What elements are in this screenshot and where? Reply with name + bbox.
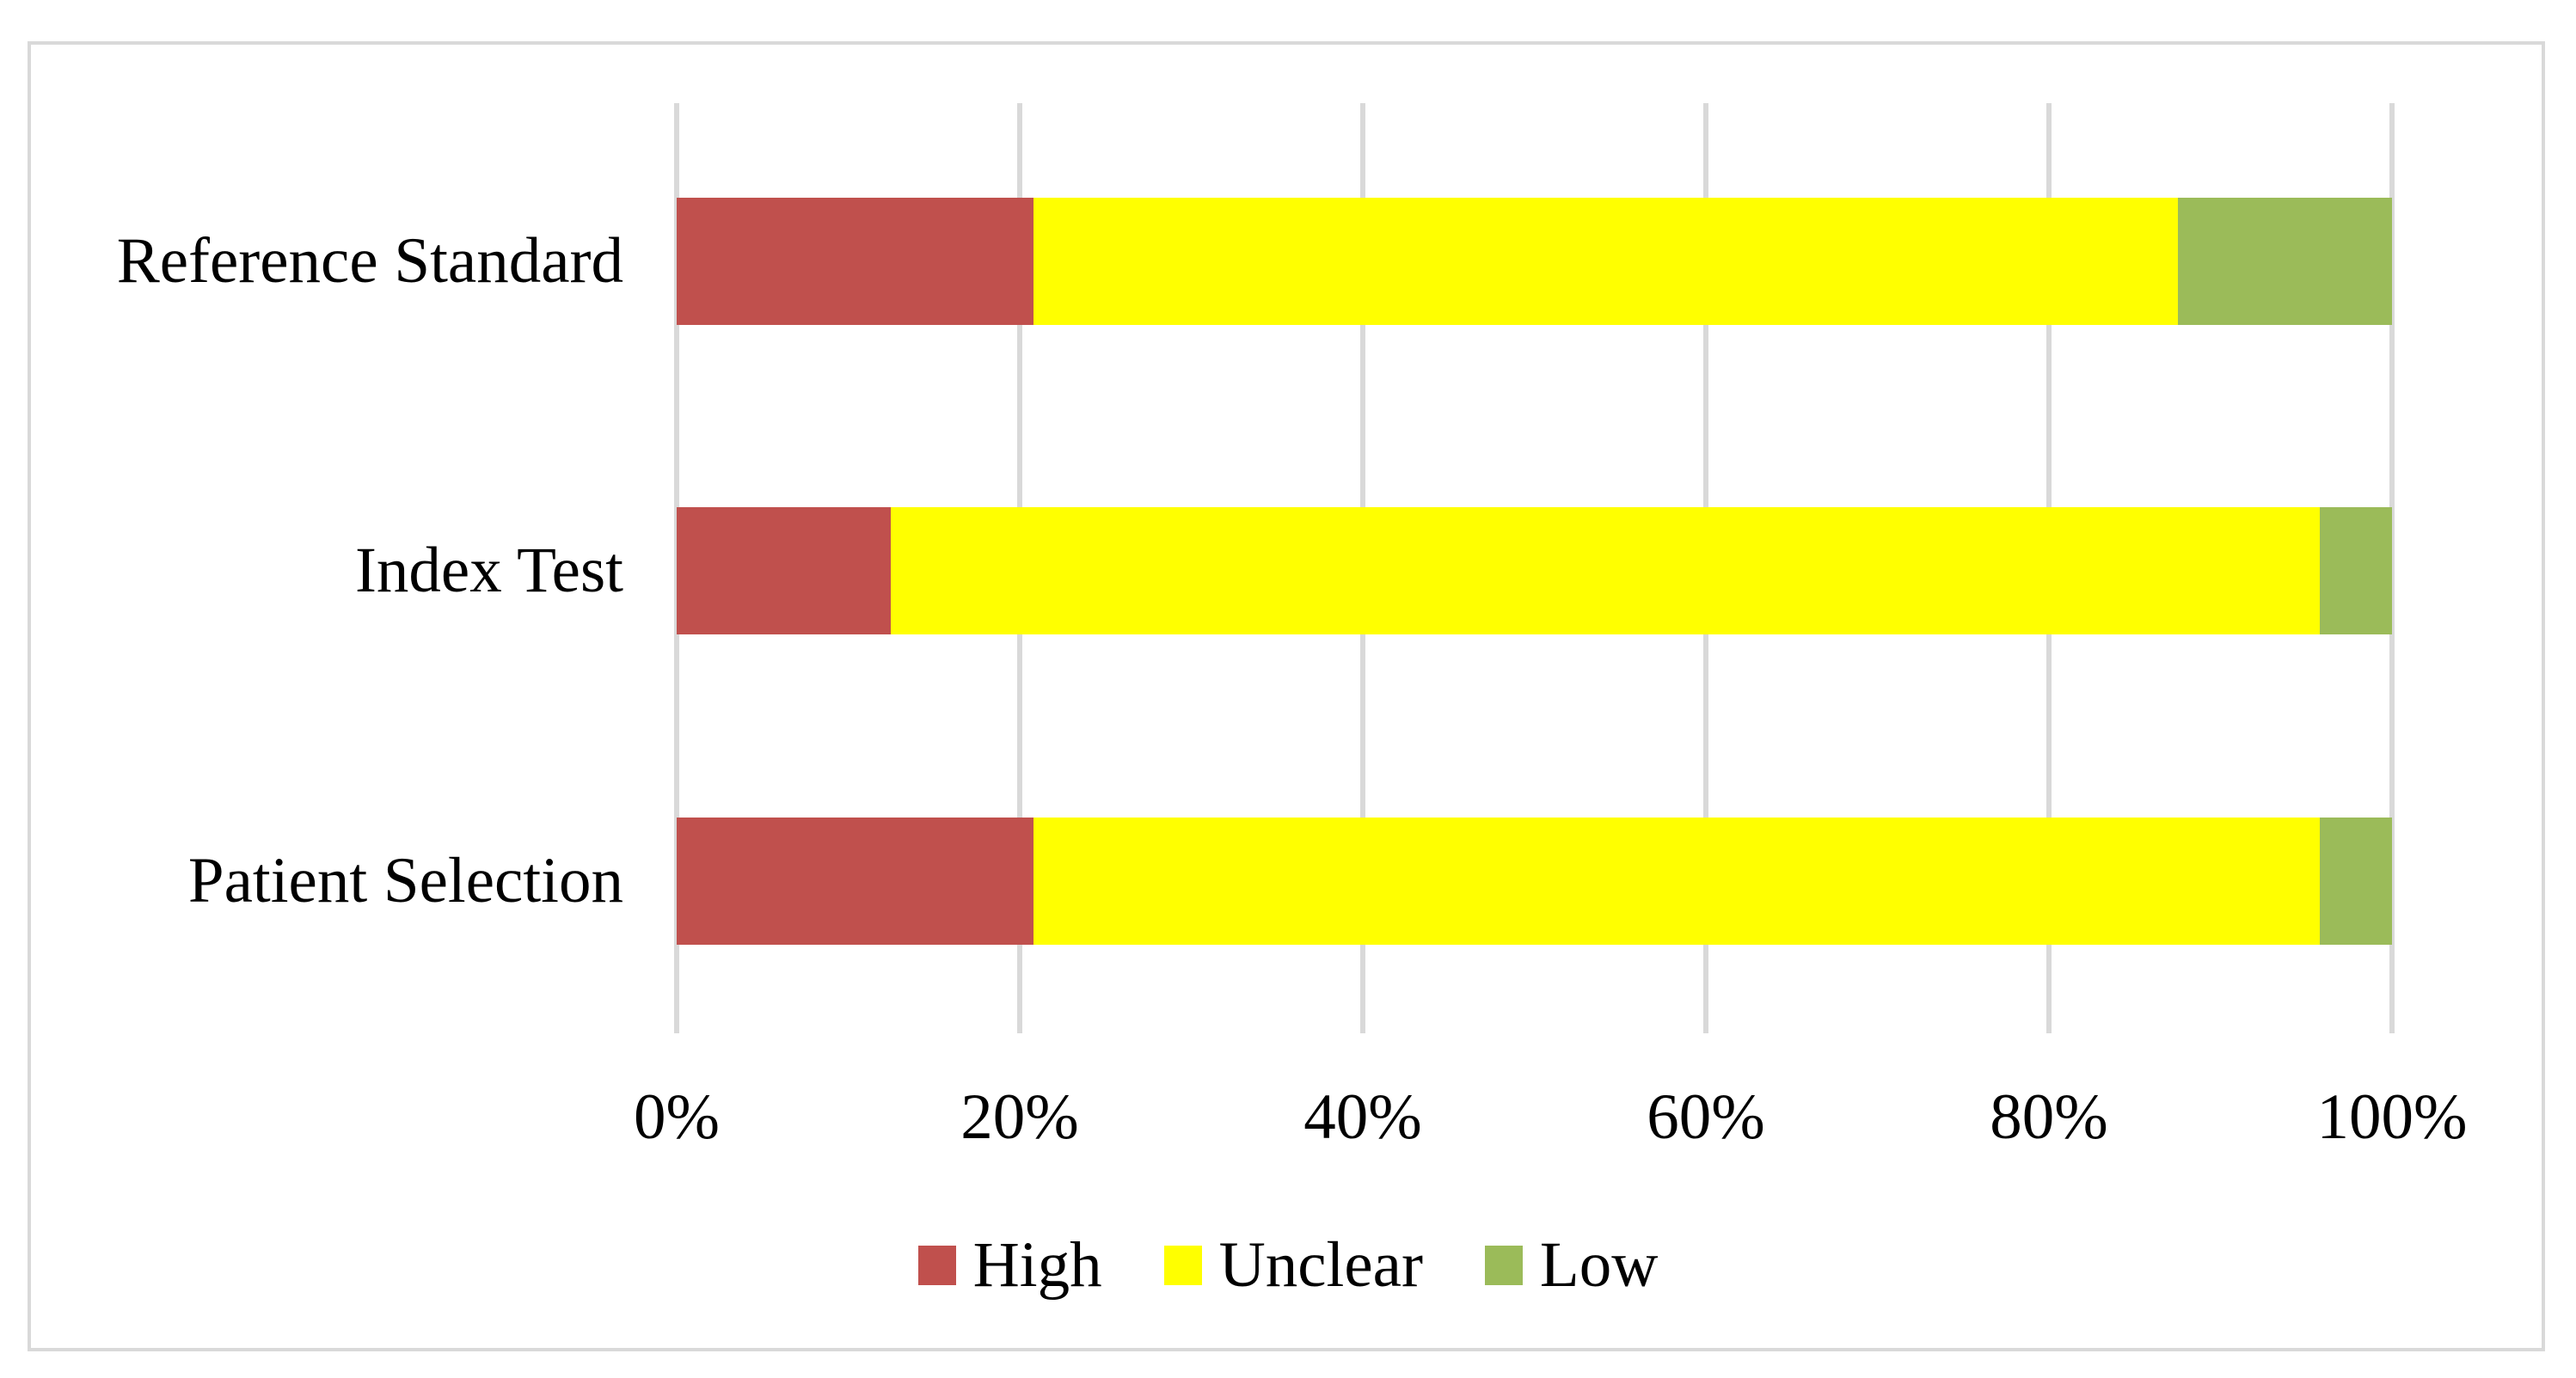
- x-tick-label-80: 80%: [1990, 1081, 2108, 1153]
- category-label-reference-standard: Reference Standard: [116, 225, 623, 297]
- chart-legend: High Unclear Low: [0, 1224, 2576, 1307]
- gridline-100: [2389, 103, 2395, 1033]
- bar-segment-unclear-patient-selection: [1033, 818, 2321, 945]
- bar-segment-low-reference-standard: [2177, 198, 2392, 325]
- legend-item-low: Low: [1484, 1224, 1659, 1307]
- bar-segment-low-patient-selection: [2320, 818, 2392, 945]
- legend-label-unclear: Unclear: [1218, 1229, 1423, 1301]
- x-tick-label-100: 100%: [2316, 1081, 2468, 1153]
- x-tick-label-0: 0%: [634, 1081, 720, 1153]
- bar-segment-unclear-index-test: [891, 507, 2321, 634]
- legend-swatch-icon-unclear: [1163, 1246, 1202, 1285]
- legend-label-high: High: [972, 1229, 1102, 1301]
- chart-frame: [28, 41, 2545, 1351]
- x-tick-label-40: 40%: [1303, 1081, 1422, 1153]
- legend-label-low: Low: [1539, 1229, 1659, 1301]
- legend-swatch-icon-high: [917, 1246, 956, 1285]
- legend-swatch-icon-low: [1484, 1246, 1523, 1285]
- bar-segment-high-index-test: [677, 507, 892, 634]
- bar-segment-unclear-reference-standard: [1033, 198, 2178, 325]
- bar-segment-high-patient-selection: [677, 818, 1033, 945]
- legend-item-high: High: [917, 1224, 1102, 1307]
- bar-row-patient-selection: [677, 818, 2392, 945]
- bar-segment-low-index-test: [2320, 507, 2392, 634]
- x-tick-label-20: 20%: [960, 1081, 1079, 1153]
- bar-segment-high-reference-standard: [677, 198, 1033, 325]
- x-tick-label-60: 60%: [1647, 1081, 1765, 1153]
- plot-area: [674, 103, 2395, 1033]
- bar-row-index-test: [677, 507, 2392, 634]
- category-label-patient-selection: Patient Selection: [187, 845, 623, 916]
- category-label-index-test: Index Test: [354, 535, 623, 606]
- legend-item-unclear: Unclear: [1163, 1224, 1423, 1307]
- bar-row-reference-standard: [677, 198, 2392, 325]
